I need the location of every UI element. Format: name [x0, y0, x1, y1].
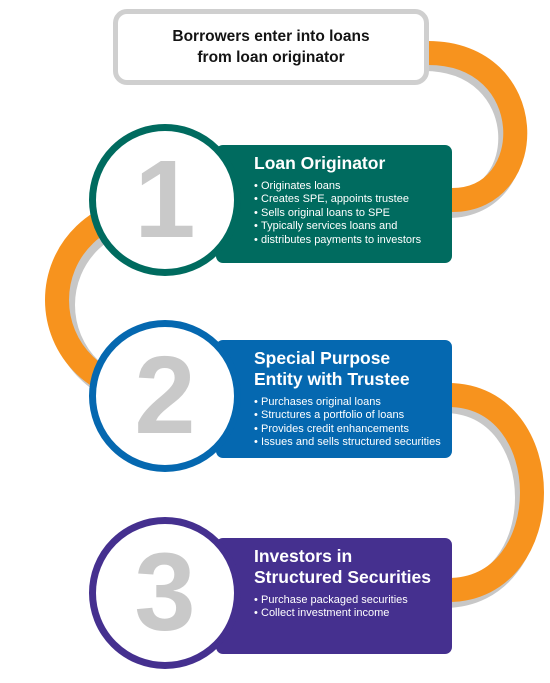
- step-1-number: 1: [134, 138, 196, 261]
- step-2-badge: 2: [89, 320, 241, 472]
- step-2-title: Special Purpose Entity with Trustee: [254, 348, 444, 390]
- step-1-title-line-1: Loan Originator: [254, 153, 386, 173]
- step-3-badge: 3: [89, 517, 241, 669]
- step-1-panel: Loan Originator Originates loans Creates…: [216, 145, 452, 263]
- step-2-bullet-3: Provides credit enhancements: [254, 423, 444, 437]
- step-1-bullets: Originates loans Creates SPE, appoints t…: [254, 180, 444, 247]
- step-3-title: Investors in Structured Securities: [254, 546, 444, 588]
- connector-step2-to-step3: [436, 383, 544, 602]
- step-3-title-line-2: Structured Securities: [254, 567, 431, 587]
- step-3-number: 3: [134, 531, 196, 654]
- step-2-number: 2: [134, 334, 196, 457]
- step-3-bullet-1: Purchase packaged securities: [254, 594, 444, 608]
- step-1-bullet-1: Originates loans: [254, 180, 444, 194]
- step-3-panel: Investors in Structured Securities Purch…: [216, 538, 452, 654]
- step-2-bullet-1: Purchases original loans: [254, 396, 444, 410]
- step-1-bullet-3: Sells original loans to SPE: [254, 207, 444, 221]
- step-3-title-line-1: Investors in: [254, 546, 353, 566]
- borrowers-text-line-1: Borrowers enter into loans: [172, 28, 370, 45]
- step-2-title-line-2: Entity with Trustee: [254, 369, 410, 389]
- connector-top-to-step1: [416, 41, 528, 212]
- step-1-title: Loan Originator: [254, 153, 444, 174]
- step-2-bullets: Purchases original loans Structures a po…: [254, 396, 444, 450]
- step-1-bullet-5: distributes payments to investors: [254, 234, 444, 248]
- step-2-title-line-1: Special Purpose: [254, 348, 391, 368]
- step-2-panel: Special Purpose Entity with Trustee Purc…: [216, 340, 452, 458]
- step-3-bullet-2: Collect investment income: [254, 607, 444, 621]
- borrowers-box: Borrowers enter into loans from loan ori…: [113, 9, 429, 85]
- step-2-bullet-2: Structures a portfolio of loans: [254, 409, 444, 423]
- step-1-bullet-4: Typically services loans and: [254, 220, 444, 234]
- step-1-badge: 1: [89, 124, 241, 276]
- step-1-bullet-2: Creates SPE, appoints trustee: [254, 193, 444, 207]
- step-2-bullet-4: Issues and sells structured securities: [254, 436, 444, 450]
- step-3-bullets: Purchase packaged securities Collect inv…: [254, 594, 444, 621]
- borrowers-text-line-2: from loan originator: [197, 49, 345, 66]
